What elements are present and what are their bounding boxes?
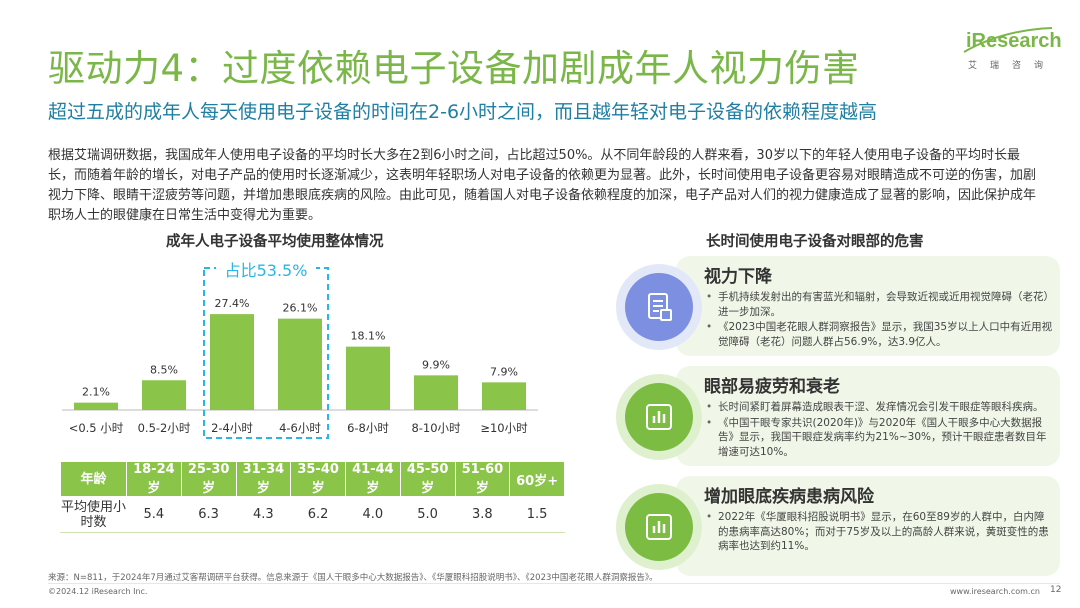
bar-value-label: 27.4% [215,297,250,310]
age-cell: 31-34岁 [235,461,292,497]
age-cell: 60岁+ [509,461,565,497]
card-title: 增加眼底疾病患病风险 [704,487,874,507]
hours-cell: 4.3 [235,496,292,533]
bar-value-label: 9.9% [422,358,450,371]
logo-swoosh-icon [963,27,1053,53]
bar-chart-icon [625,383,693,451]
card-list-item: 长时间紧盯着屏幕造成眼表干涩、发痒情况会引发干眼症等眼科疾病。 [706,400,1054,415]
usage-bar-chart: 2.1% <0.5 小时 8.5% 0.5-2小时 27.4% 2-4小时 26.1% 4-6… [62,258,538,439]
hours-cell: 4.0 [345,496,401,533]
eye-harm-title: 长时间使用电子设备对眼部的危害 [706,234,924,250]
age-cell: 45-50岁 [399,461,456,497]
page-subtitle: 超过五成的成年人每天使用电子设备的时间在2-6小时之间，而且越年轻对电子设备的依… [48,101,878,123]
logo-subtext: 艾瑞咨询 [968,61,1057,71]
intro-paragraph: 根据艾瑞调研数据，我国成年人使用电子设备的平均时长大多在2到6小时之间，占比超过… [48,148,1037,223]
hours-cell: 1.5 [509,496,565,533]
bar [210,314,254,410]
age-hours-table: 年龄 18-24岁 25-30岁 31-34岁 35-40岁 41-44岁 45-50岁 5… [60,461,565,533]
category-label: 6-8小时 [347,421,389,435]
category-label: 8-10小时 [411,421,461,435]
category-label: ≥10小时 [480,421,528,435]
age-cell: 35-40岁 [290,461,346,497]
hours-cell: 3.8 [454,496,511,533]
bar-chart-icon [625,493,693,561]
highlight-label: 占比53.5% [225,261,308,280]
page-number: 12 [1050,585,1062,595]
card-list: 手机持续发射出的有害蓝光和辐射，会导致近视或近用视觉障碍（老花）进一步加深。 《… [706,290,1054,350]
iresearch-logo: iResearch 艾瑞咨询 [962,26,1062,76]
card-vision-decline: 视力下降 手机持续发射出的有害蓝光和辐射，会导致近视或近用视觉障碍（老花）进一步… [616,256,1060,356]
bar [278,318,322,410]
category-label: <0.5 小时 [69,421,124,435]
hours-cell: 5.4 [126,496,182,533]
bar [346,346,390,410]
bar-value-label: 26.1% [283,302,318,315]
card-list-item: 手机持续发射出的有害蓝光和辐射，会导致近视或近用视觉障碍（老花）进一步加深。 [706,290,1054,319]
highlight-label-bg [216,258,316,280]
card-list-item: 2022年《华厦眼科招股说明书》显示，在60至89岁的人群中，白内障的患病率高达… [706,510,1054,554]
bar [142,380,186,410]
age-cell: 18-24岁 [126,461,182,497]
bar [74,402,118,410]
hours-row: 平均使用小时数 5.4 6.3 4.3 6.2 4.0 5.0 3.8 1.5 [60,496,565,533]
document-icon [625,273,693,341]
bar-value-label: 18.1% [351,330,386,343]
age-header-row: 年龄 18-24岁 25-30岁 31-34岁 35-40岁 41-44岁 45-50岁 5… [60,461,565,497]
bar-chart-title: 成年人电子设备平均使用整体情况 [166,234,384,250]
card-list-item: 《2023中国老花眼人群洞察报告》显示，我国35岁以上人口中有近用视觉障碍（老花… [706,320,1054,349]
footer-divider [48,583,1060,584]
card-title: 视力下降 [704,267,772,287]
hours-cell: 5.0 [399,496,456,533]
age-cell: 41-44岁 [345,461,401,497]
card-list-item: 《中国干眼专家共识(2020年)》与2020年《国人干眼多中心大数据报告》显示，… [706,416,1054,460]
copyright: ©2024.12 iResearch Inc. [48,587,148,596]
page-title: 驱动力4：过度依赖电子设备加剧成年人视力伤害 [48,47,860,90]
age-row-label: 年龄 [60,461,127,497]
category-label: 4-6小时 [279,421,321,435]
source-note: 来源：N=811，于2024年7月通过艾客帮调研平台获得。信息来源于《国人干眼多… [48,573,658,583]
category-label: 2-4小时 [211,421,253,435]
card-list: 2022年《华厦眼科招股说明书》显示，在60至89岁的人群中，白内障的患病率高达… [706,510,1054,555]
bar-value-label: 8.5% [150,363,178,376]
age-cell: 51-60岁 [454,461,511,497]
category-label: 0.5-2小时 [138,421,191,435]
card-list: 长时间紧盯着屏幕造成眼表干涩、发痒情况会引发干眼症等眼科疾病。 《中国干眼专家共… [706,400,1054,460]
bar-value-label: 2.1% [82,386,110,399]
hours-row-label: 平均使用小时数 [60,496,127,533]
card-fundus-disease: 增加眼底疾病患病风险 2022年《华厦眼科招股说明书》显示，在60至89岁的人群… [616,476,1060,576]
bar-value-label: 7.9% [490,365,518,378]
card-eye-fatigue: 眼部易疲劳和衰老 长时间紧盯着屏幕造成眼表干涩、发痒情况会引发干眼症等眼科疾病。… [616,366,1060,466]
logo-text: iResearch [966,30,1062,52]
hours-cell: 6.3 [180,496,237,533]
footer-url: www.iresearch.com.cn [950,587,1040,596]
age-cell: 25-30岁 [180,461,237,497]
card-title: 眼部易疲劳和衰老 [704,377,840,397]
hours-cell: 6.2 [290,496,346,533]
bar [482,382,526,410]
bar [414,375,458,410]
